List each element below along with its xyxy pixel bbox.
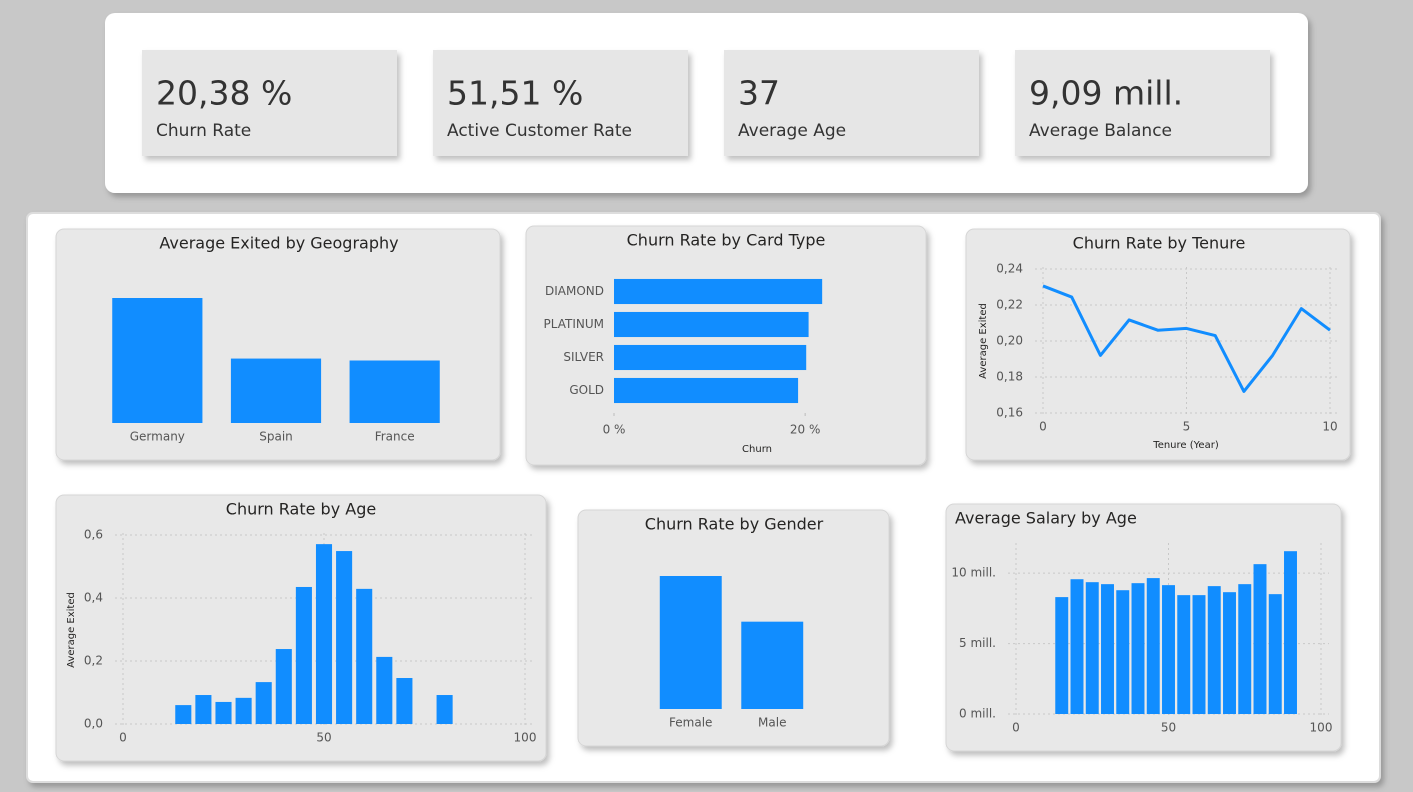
bar — [1101, 584, 1114, 714]
x-tick-label: 100 — [1310, 721, 1333, 735]
bar — [356, 588, 373, 724]
x-tick-label: 50 — [316, 731, 331, 745]
bar — [230, 358, 322, 423]
y-axis-label: Average Exited — [978, 303, 989, 379]
chart-title: Churn Rate by Age — [226, 500, 376, 519]
x-tick-label: France — [375, 430, 415, 444]
y-tick-label: 0,2 — [84, 654, 103, 668]
kpi-label: Churn Rate — [156, 121, 251, 141]
bar — [175, 705, 192, 724]
x-tick-label: Germany — [130, 430, 185, 444]
bar — [614, 377, 799, 404]
chart-card — [965, 228, 1351, 461]
bar — [315, 544, 333, 724]
kpi-value: 9,09 mill. — [1029, 74, 1183, 113]
chart-title: Average Salary by Age — [955, 509, 1137, 528]
y-tick-label: GOLD — [569, 383, 604, 397]
bar — [215, 701, 232, 724]
kpi-value: 37 — [738, 74, 780, 113]
bar — [255, 682, 272, 724]
kpi-label: Average Balance — [1029, 121, 1172, 141]
bar — [614, 311, 809, 338]
bar — [614, 344, 807, 371]
y-tick-label: DIAMOND — [545, 284, 604, 298]
x-tick-label: 50 — [1161, 721, 1176, 735]
y-tick-label: 0 mill. — [959, 707, 996, 721]
x-tick-label: 0 — [1039, 420, 1047, 434]
x-tick-label: 5 — [1183, 420, 1191, 434]
y-tick-label: 0,16 — [996, 406, 1023, 420]
chart-card — [577, 509, 890, 747]
bar — [1192, 595, 1206, 714]
bar — [1085, 582, 1099, 714]
kpi-card — [433, 50, 688, 156]
kpi-label: Active Customer Rate — [447, 121, 632, 141]
bar — [1177, 595, 1191, 714]
y-tick-label: 0,22 — [996, 298, 1023, 312]
bar — [112, 298, 203, 423]
kpi-card — [1015, 50, 1270, 156]
x-axis-label: Tenure (Year) — [1152, 440, 1219, 451]
chart-title: Churn Rate by Gender — [645, 515, 824, 534]
bar — [1207, 586, 1221, 714]
x-tick-label: Male — [758, 716, 786, 730]
bar — [741, 621, 804, 709]
bar — [396, 678, 413, 724]
bar — [1131, 583, 1145, 714]
bar — [659, 576, 722, 709]
y-tick-label: 0,20 — [996, 334, 1023, 348]
y-tick-label: 0,18 — [996, 370, 1023, 384]
y-tick-label: 0,4 — [84, 591, 103, 605]
bar — [376, 656, 393, 724]
bar — [1284, 551, 1297, 714]
kpi-panel — [105, 13, 1308, 193]
x-tick-label: Spain — [259, 430, 293, 444]
x-tick-label: 0 — [1012, 721, 1020, 735]
chart-title: Churn Rate by Card Type — [627, 231, 826, 250]
bar — [295, 586, 312, 724]
bar — [1146, 578, 1160, 714]
y-tick-label: 0,0 — [84, 717, 103, 731]
bar — [195, 695, 212, 724]
y-tick-label: PLATINUM — [544, 317, 604, 331]
kpi-card — [142, 50, 397, 156]
bar — [1253, 564, 1267, 714]
bar — [275, 649, 292, 724]
line — [1042, 284, 1331, 393]
kpi-value: 51,51 % — [447, 74, 583, 113]
bar — [349, 360, 440, 423]
y-tick-label: 0,6 — [84, 528, 103, 542]
x-tick-label: 100 — [514, 731, 537, 745]
x-tick-label: Female — [669, 716, 712, 730]
chart-title: Average Exited by Geography — [159, 234, 398, 253]
x-tick-label: 20 % — [790, 423, 821, 437]
bar — [336, 551, 353, 724]
kpi-label: Average Age — [738, 121, 846, 141]
bar — [436, 695, 453, 724]
x-tick-label: 0 % — [603, 423, 626, 437]
kpi-card — [724, 50, 979, 156]
x-tick-label: 0 — [119, 731, 127, 745]
y-tick-label: 0,24 — [996, 262, 1023, 276]
y-tick-label: 5 mill. — [959, 636, 996, 650]
kpi-value: 20,38 % — [156, 74, 292, 113]
y-tick-label: 10 mill. — [951, 566, 996, 580]
y-axis-label: Average Exited — [66, 592, 77, 668]
bar — [614, 278, 823, 305]
bar — [1070, 579, 1084, 714]
x-axis-label: Churn — [742, 444, 772, 455]
chart-title: Churn Rate by Tenure — [1073, 234, 1246, 253]
y-tick-label: SILVER — [563, 350, 604, 364]
x-tick-label: 10 — [1322, 420, 1337, 434]
bar — [1116, 590, 1130, 714]
bar — [1268, 594, 1282, 714]
bar — [1238, 584, 1252, 714]
bar — [1055, 597, 1069, 714]
bar — [1162, 585, 1175, 714]
bar — [1223, 592, 1236, 714]
bar — [235, 697, 252, 724]
